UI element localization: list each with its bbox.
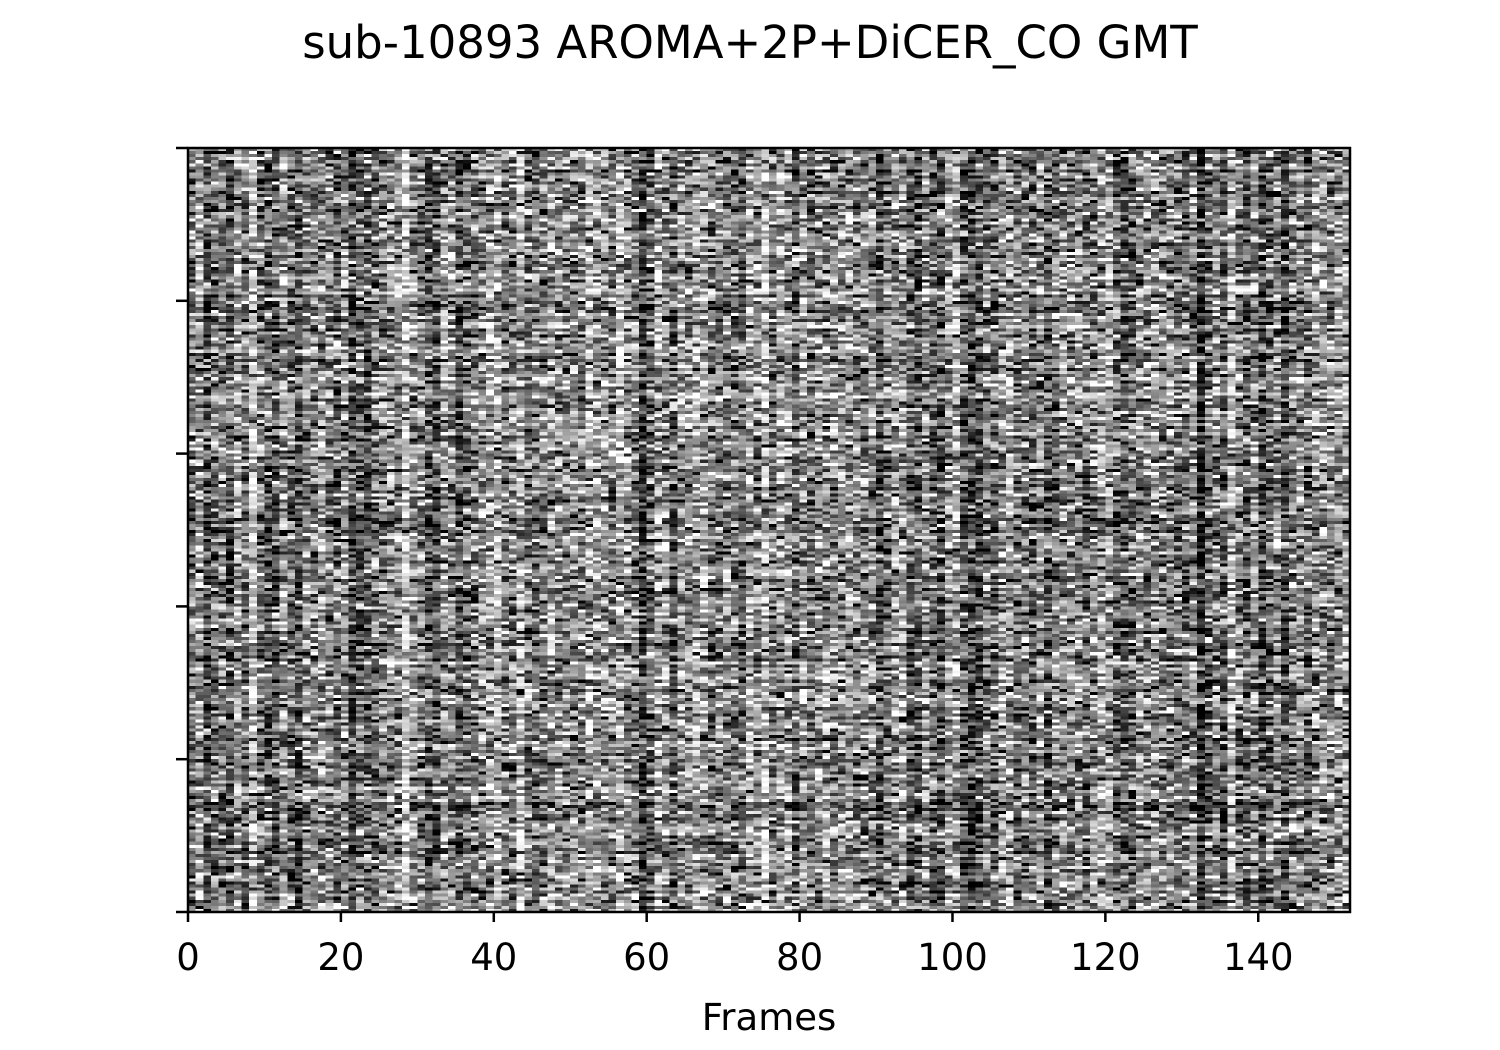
x-tick-label: 120 (1070, 936, 1141, 979)
x-tick-label: 0 (176, 936, 200, 979)
plot-area (186, 146, 1352, 914)
y-axis (176, 146, 188, 914)
x-tick-label: 20 (317, 936, 364, 979)
plot-frame (186, 146, 1352, 914)
x-tick-label: 80 (776, 936, 823, 979)
x-axis-label: Frames (702, 996, 837, 1039)
x-tick-label: 40 (470, 936, 517, 979)
heatmap-image (188, 148, 1350, 912)
chart-title: sub-10893 AROMA+2P+DiCER_CO GMT (302, 16, 1198, 69)
x-tick-label: 60 (623, 936, 670, 979)
x-tick-label: 100 (917, 936, 988, 979)
x-tick-label: 140 (1223, 936, 1294, 979)
x-axis: 0 20 40 60 80 100 120 140 (176, 912, 1294, 979)
